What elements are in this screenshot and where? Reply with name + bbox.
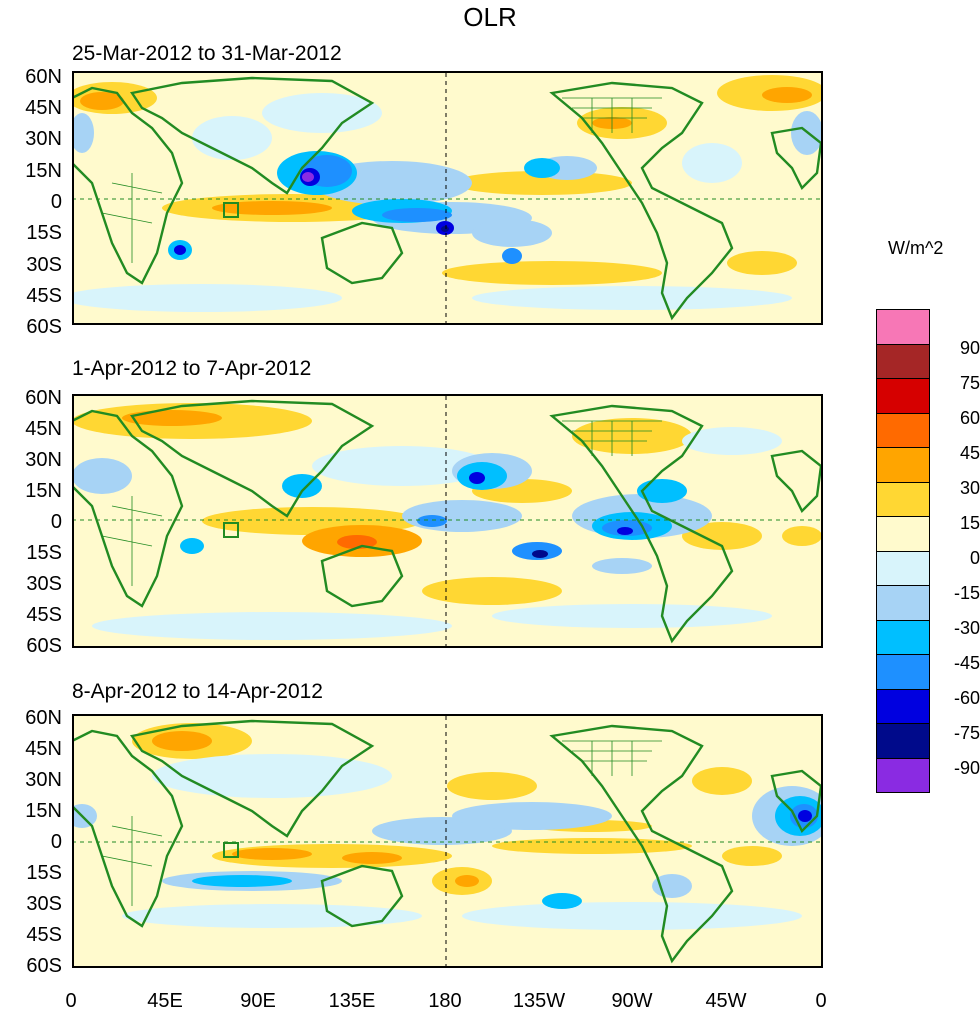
colorbar-label: -30 bbox=[953, 618, 980, 638]
colorbar-box bbox=[876, 309, 930, 345]
colorbar-box bbox=[876, 378, 930, 414]
panel-1-borders bbox=[101, 97, 662, 263]
colorbar-box bbox=[876, 412, 930, 448]
lon-label: 0 bbox=[65, 990, 77, 1012]
lat-label: 30N bbox=[25, 128, 62, 150]
lat-label: 30S bbox=[26, 893, 62, 915]
lat-label: 30N bbox=[25, 449, 62, 471]
panel-2-map bbox=[72, 396, 821, 648]
colorbar-label: -90 bbox=[953, 758, 980, 778]
colorbar-label: -45 bbox=[953, 653, 980, 673]
lat-label: 0 bbox=[50, 831, 62, 853]
figure-title-text: OLR bbox=[463, 2, 517, 32]
lon-label: 135W bbox=[512, 990, 566, 1012]
colorbar-label: 45 bbox=[959, 443, 980, 463]
lat-label: 60N bbox=[25, 387, 62, 409]
panel-1-coastlines bbox=[72, 76, 821, 321]
lat-label: 60S bbox=[26, 316, 62, 338]
panel-2-title: 1-Apr-2012 to 7-Apr-2012 bbox=[72, 357, 312, 380]
lat-label: 0 bbox=[50, 511, 62, 533]
lon-label: 180 bbox=[428, 990, 462, 1012]
colorbar-box bbox=[876, 654, 930, 690]
panel-1-map bbox=[72, 73, 821, 325]
lon-label: 45W bbox=[705, 990, 747, 1012]
colorbar-box bbox=[876, 688, 930, 724]
lat-label: 60N bbox=[25, 66, 62, 88]
colorbar-box bbox=[876, 516, 930, 552]
colorbar-box bbox=[876, 447, 930, 483]
lat-label: 45S bbox=[26, 924, 62, 946]
lon-label: 90W bbox=[611, 990, 653, 1012]
colorbar-box bbox=[876, 550, 930, 586]
lat-label: 45S bbox=[26, 604, 62, 626]
colorbar-label: 0 bbox=[969, 548, 980, 568]
colorbar-box bbox=[876, 723, 930, 759]
colorbar-units: W/m^2 bbox=[888, 238, 944, 258]
lat-label: 60S bbox=[26, 635, 62, 657]
colorbar-label: -15 bbox=[953, 583, 980, 603]
lat-label: 30N bbox=[25, 769, 62, 791]
lat-label: 60S bbox=[26, 955, 62, 977]
lat-label: 60N bbox=[25, 707, 62, 729]
panel-2-borders bbox=[101, 420, 662, 586]
colorbar-label: 90 bbox=[959, 338, 980, 358]
lat-label: 45N bbox=[25, 418, 62, 440]
figure-title: OLR bbox=[0, 2, 980, 33]
lat-label: 15N bbox=[25, 480, 62, 502]
lat-label: 30S bbox=[26, 573, 62, 595]
panel-1-anomalies bbox=[72, 75, 821, 312]
colorbar-box bbox=[876, 585, 930, 621]
lat-label: 15S bbox=[26, 222, 62, 244]
lon-label: 90E bbox=[240, 990, 276, 1012]
colorbar-box bbox=[876, 619, 930, 655]
lat-label: 30S bbox=[26, 254, 62, 276]
lon-label: 0 bbox=[815, 990, 827, 1012]
panel-3-borders bbox=[101, 740, 662, 906]
colorbar-box bbox=[876, 757, 930, 793]
lon-label: 135E bbox=[328, 990, 376, 1012]
panel-3-map bbox=[72, 716, 821, 968]
colorbar bbox=[876, 309, 930, 793]
panel-3-title: 8-Apr-2012 to 14-Apr-2012 bbox=[72, 680, 323, 703]
panel-1-title: 25-Mar-2012 to 31-Mar-2012 bbox=[72, 42, 342, 65]
lat-label: 45N bbox=[25, 738, 62, 760]
panel-2-coastlines bbox=[72, 399, 821, 644]
colorbar-label: 60 bbox=[959, 408, 980, 428]
lat-label: 45S bbox=[26, 285, 62, 307]
colorbar-box bbox=[876, 343, 930, 379]
panel-2-anomalies bbox=[72, 403, 821, 640]
colorbar-label: -60 bbox=[953, 688, 980, 708]
colorbar-label: 75 bbox=[959, 373, 980, 393]
lat-label: 15N bbox=[25, 160, 62, 182]
lat-label: 45N bbox=[25, 97, 62, 119]
panel-3-coastlines bbox=[72, 719, 821, 964]
colorbar-box bbox=[876, 481, 930, 517]
panel-3-anomalies bbox=[72, 723, 821, 930]
lat-label: 15S bbox=[26, 862, 62, 884]
colorbar-label: -75 bbox=[953, 723, 980, 743]
lat-label: 0 bbox=[50, 191, 62, 213]
lat-label: 15S bbox=[26, 542, 62, 564]
colorbar-label: 15 bbox=[959, 513, 980, 533]
lat-label: 15N bbox=[25, 800, 62, 822]
lon-label: 45E bbox=[147, 990, 183, 1012]
colorbar-label: 30 bbox=[959, 478, 980, 498]
